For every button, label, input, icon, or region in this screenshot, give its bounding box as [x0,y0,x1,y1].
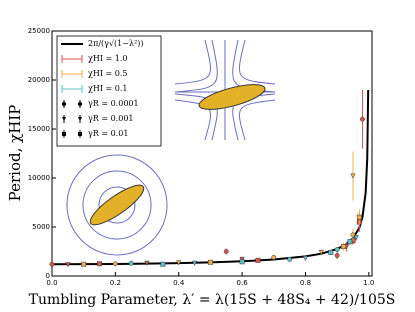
y-tick-label: 0 [46,272,50,280]
data-point [128,260,134,266]
y-tick-label: 15000 [28,125,50,133]
data-point [302,255,309,262]
x-tick-label: 0.6 [237,279,249,287]
legend-marker [62,117,66,121]
data-point [207,259,213,265]
legend-label: χHI = 0.1 [88,84,128,93]
y-tick-label: 5000 [32,223,50,231]
legend-box [56,35,162,147]
data-point [328,250,334,255]
data-point [144,260,150,267]
y-axis-label: Period, χHIP [6,105,24,202]
legend-marker [62,102,66,106]
y-tick-label: 25000 [28,27,50,35]
data-point [191,260,198,267]
data-point [97,261,102,267]
data-point [239,256,245,263]
y-tick-label: 20000 [28,76,50,84]
data-point [223,249,229,254]
data-point [318,250,324,256]
legend-marker [78,102,82,106]
legend-label: γR = 0.001 [88,114,134,123]
y-tick-label: 10000 [28,174,50,182]
data-point [160,261,166,267]
legend-label: χHI = 0.5 [88,69,128,78]
legend-label: γR = 0.01 [88,129,128,138]
x-tick-label: 0.4 [173,279,185,287]
data-point [353,235,359,241]
data-point [341,244,346,250]
data-point [49,261,55,267]
x-tick-label: 0.2 [110,279,121,287]
legend-label: χHI = 1.0 [88,54,128,63]
theory-curve [51,89,370,266]
data-point [81,261,87,267]
legend-label: γR = 0.0001 [88,99,139,108]
data-point [65,262,71,268]
data-point [360,116,365,122]
legend-label: 2π/(γ√(1−λ²)) [88,39,143,48]
data-point [347,239,353,245]
x-tick-label: 0.0 [46,279,57,287]
data-point [287,256,293,262]
legend-marker [62,132,66,136]
data-point [239,259,245,265]
data-point [356,214,362,220]
data-point [334,247,340,252]
inset-extensional-flow [174,39,276,141]
data-point [255,257,261,263]
legend-marker [78,117,82,121]
data-point [350,173,356,179]
data-point [334,252,340,258]
data-point [112,261,118,267]
x-axis-label: Tumbling Parameter, λ′ = λ(15S + 48S₄ + … [29,292,396,308]
data-point [176,260,182,266]
plot-frame [51,30,373,277]
inset-rotational-flow [66,154,168,256]
x-tick-label: 1.0 [363,279,374,287]
legend-marker [78,132,82,136]
x-tick-label: 0.8 [300,279,311,287]
data-point [271,254,277,260]
